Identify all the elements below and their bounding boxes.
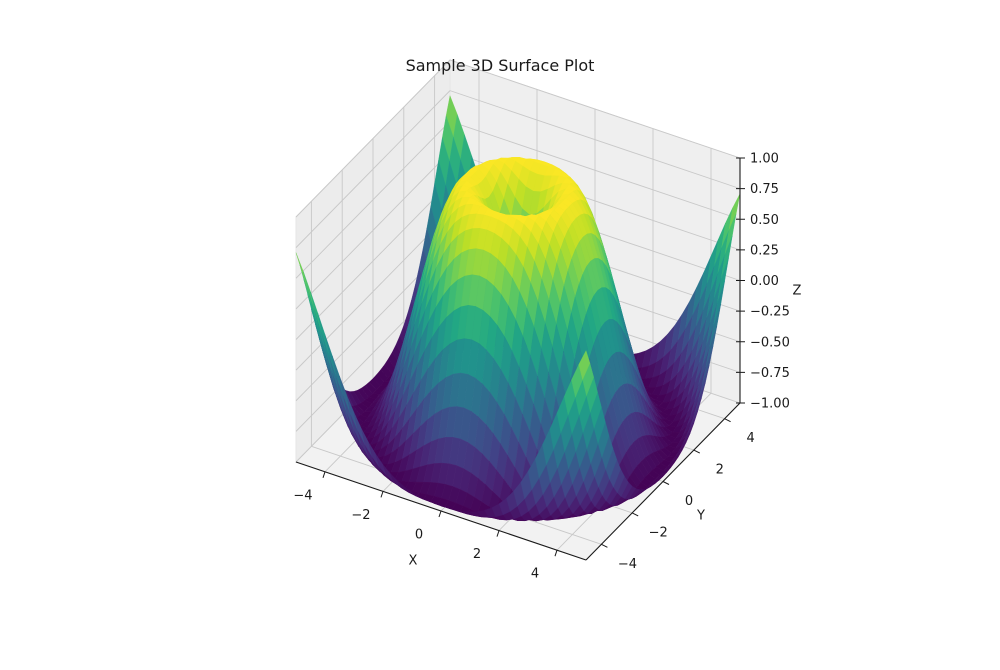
z-tick-label: 0.50	[750, 213, 779, 228]
x-tick-label: −4	[293, 488, 312, 503]
y-axis-label: Y	[696, 509, 705, 524]
z-axis-label: Z	[793, 284, 802, 299]
y-tick-label: −2	[649, 525, 668, 540]
z-tick-label: 1.00	[750, 152, 779, 167]
z-tick-label: 0.25	[750, 243, 779, 258]
x-tick-label: 2	[473, 547, 481, 562]
x-tick-label: 0	[415, 528, 423, 543]
y-tick-label: 4	[746, 431, 754, 446]
z-tick-label: −0.50	[750, 335, 790, 350]
tick-labels: −4 −2 0 2 4 −4 −2 0 2 4 −1.00 −0.75 −0.50 −0.25 0.00 0.…	[293, 152, 801, 582]
z-tick-label: 0.00	[750, 274, 779, 289]
x-axis-label: X	[409, 554, 418, 569]
y-tick-label: 0	[685, 494, 693, 509]
y-tick-label: −4	[618, 557, 637, 572]
surface	[295, 94, 741, 522]
chart-title: Sample 3D Surface Plot	[405, 56, 595, 75]
axes	[295, 157, 745, 561]
z-tick-label: −0.75	[750, 366, 790, 381]
y-tick-label: 2	[716, 463, 724, 478]
z-tick-label: 0.75	[750, 182, 779, 197]
x-tick-label: −2	[351, 508, 370, 523]
z-tick-label: −1.00	[750, 397, 790, 412]
x-tick-label: 4	[531, 567, 539, 582]
z-tick-label: −0.25	[750, 305, 790, 320]
